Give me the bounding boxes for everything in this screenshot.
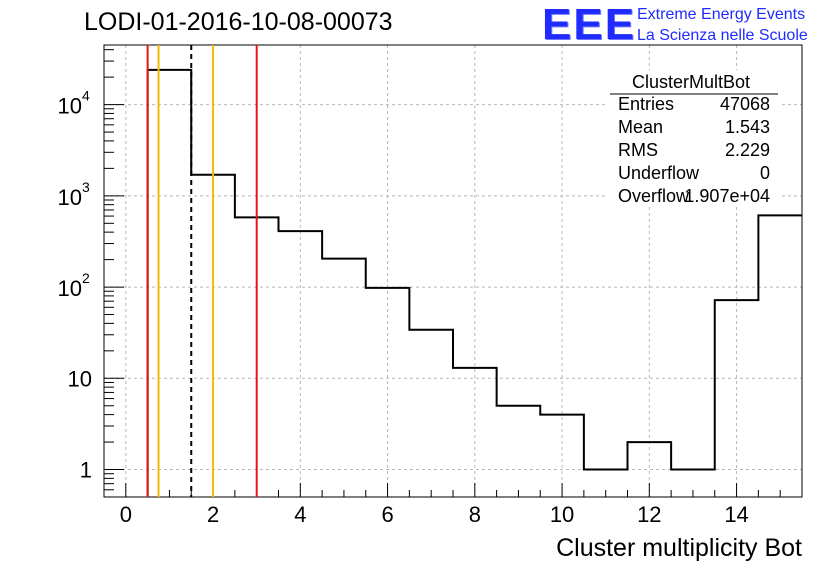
logo-line-1: Extreme Energy Events	[637, 6, 806, 23]
stats-row-label: Entries	[618, 94, 674, 114]
logo-line-2: La Scienza nelle Scuole	[637, 27, 808, 44]
stats-row-label: Overflow	[618, 186, 690, 206]
x-tick-label: 8	[469, 502, 481, 527]
x-tick-label: 6	[381, 502, 393, 527]
stats-row-value: 1.907e+04	[684, 186, 770, 206]
x-tick-label: 10	[550, 502, 574, 527]
chart-title: LODI-01-2016-10-08-00073	[84, 8, 393, 36]
stats-row-label: RMS	[618, 140, 658, 160]
y-tick-label: 10	[68, 366, 92, 391]
histogram-bin	[758, 215, 802, 497]
logo-mark: EEE	[542, 0, 637, 49]
histogram-bin	[628, 442, 672, 497]
y-tick-label: 10	[58, 94, 82, 119]
x-tick-label: 0	[120, 502, 132, 527]
stats-row-label: Underflow	[618, 163, 700, 183]
histogram-bin	[322, 259, 366, 497]
histogram-bin	[540, 415, 584, 497]
x-tick-label: 12	[637, 502, 661, 527]
histogram-bin	[148, 70, 192, 497]
stats-box	[606, 70, 780, 204]
y-tick-label: 10	[58, 276, 82, 301]
x-axis-label: Cluster multiplicity Bot	[556, 534, 802, 562]
histogram-bin	[715, 300, 759, 497]
y-tick-exponent: 4	[82, 88, 90, 104]
histogram-bin	[279, 231, 323, 497]
y-tick-label: 10	[58, 185, 82, 210]
stats-row-value: 0	[760, 163, 770, 183]
stats-title: ClusterMultBot	[632, 72, 750, 92]
y-tick-exponent: 3	[82, 179, 90, 195]
histogram-bin	[497, 406, 541, 497]
histogram-bin	[366, 288, 410, 497]
histogram-bin	[671, 470, 715, 497]
histogram-bin	[584, 470, 628, 497]
y-tick-label: 1	[80, 458, 92, 483]
histogram-bin	[453, 368, 497, 497]
y-tick-exponent: 2	[82, 270, 90, 286]
x-tick-label: 2	[207, 502, 219, 527]
x-tick-label: 14	[724, 502, 748, 527]
x-tick-label: 4	[294, 502, 306, 527]
stats-row-value: 1.543	[725, 117, 770, 137]
stats-row-label: Mean	[618, 117, 663, 137]
stats-row-value: 47068	[720, 94, 770, 114]
eee-logo: EEE Extreme Energy Events La Scienza nel…	[542, 0, 832, 49]
histogram-bin	[409, 330, 453, 497]
stats-row-value: 2.229	[725, 140, 770, 160]
histogram-outline	[146, 68, 802, 497]
